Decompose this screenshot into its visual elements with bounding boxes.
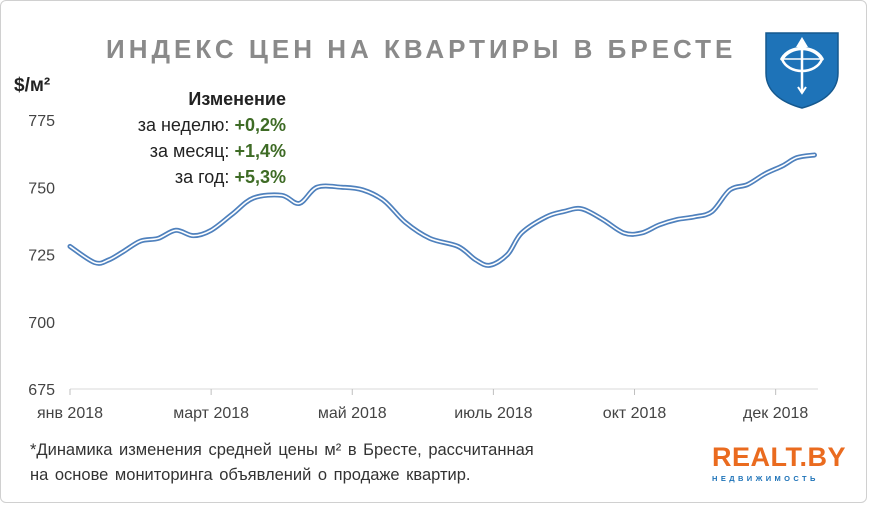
y-tick-label: 775 — [28, 113, 55, 130]
change-row-month: за месяц: +1,4% — [138, 138, 286, 164]
footnote-line-1: *Динамика изменения средней цены м² в Бр… — [30, 441, 534, 459]
change-header: Изменение — [188, 89, 286, 109]
y-tick-label: 750 — [28, 180, 55, 197]
footnote-line-2: на основе мониторинга объявлений о прода… — [30, 466, 471, 484]
change-value-month: +1,4% — [234, 141, 286, 161]
series-line-outline — [67, 152, 817, 268]
change-label-week: за неделю: — [137, 115, 230, 135]
y-tick-label: 675 — [28, 382, 55, 399]
change-label-year: за год: — [174, 167, 230, 187]
change-label-month: за месяц: — [149, 141, 230, 161]
x-tick-label: янв 2018 — [37, 405, 103, 422]
x-tick-label: март 2018 — [173, 405, 249, 422]
change-value-week: +0,2% — [234, 115, 286, 135]
x-tick-label: май 2018 — [318, 405, 387, 422]
change-summary: Изменение за неделю: +0,2% за месяц: +1,… — [138, 86, 286, 190]
realt-logo: REALT.BY НЕДВИЖИМОСТЬ — [712, 442, 847, 491]
chart-title: ИНДЕКС ЦЕН НА КВАРТИРЫ В БРЕСТЕ — [106, 34, 737, 64]
y-tick-label: 700 — [28, 315, 55, 332]
chart-footnote: *Динамика изменения средней цены м² в Бр… — [30, 438, 534, 488]
y-axis-unit-label: $/м² — [14, 75, 51, 96]
change-row-week: за неделю: +0,2% — [138, 112, 286, 138]
x-tick-label: окт 2018 — [603, 405, 667, 422]
x-tick-label: дек 2018 — [743, 405, 808, 422]
x-tick-label: июль 2018 — [454, 405, 532, 422]
change-row-year: за год: +5,3% — [138, 164, 286, 190]
logo-wordmark: REALT.BY — [712, 442, 847, 472]
change-value-year: +5,3% — [234, 167, 286, 187]
series-line-highlight — [69, 154, 816, 267]
logo-subtitle: НЕДВИЖИМОСТЬ — [712, 474, 819, 483]
y-tick-label: 725 — [28, 248, 55, 265]
brest-coat-of-arms-icon — [765, 32, 839, 109]
